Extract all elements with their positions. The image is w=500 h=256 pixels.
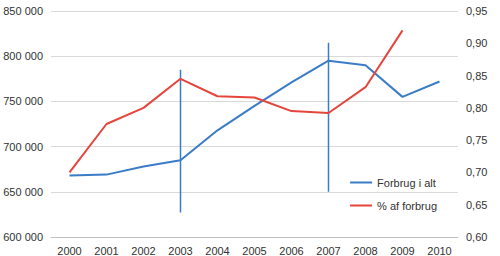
svg-text:0,90: 0,90 — [466, 37, 487, 49]
svg-text:600 000: 600 000 — [3, 231, 43, 243]
svg-text:2007: 2007 — [316, 245, 340, 256]
svg-text:0,60: 0,60 — [466, 231, 487, 243]
svg-text:Forbrug i alt: Forbrug i alt — [377, 177, 436, 189]
svg-text:% af forbrug: % af forbrug — [377, 200, 437, 212]
svg-text:2002: 2002 — [131, 245, 155, 256]
svg-text:750 000: 750 000 — [3, 95, 43, 107]
svg-text:0,70: 0,70 — [466, 166, 487, 178]
svg-text:2005: 2005 — [242, 245, 266, 256]
svg-text:800 000: 800 000 — [3, 50, 43, 62]
svg-text:0,80: 0,80 — [466, 102, 487, 114]
svg-text:2010: 2010 — [427, 245, 451, 256]
svg-text:650 000: 650 000 — [3, 186, 43, 198]
svg-text:2003: 2003 — [168, 245, 192, 256]
svg-text:2000: 2000 — [57, 245, 81, 256]
svg-text:2008: 2008 — [353, 245, 377, 256]
svg-text:0,85: 0,85 — [466, 70, 487, 82]
svg-text:0,65: 0,65 — [466, 199, 487, 211]
svg-text:2001: 2001 — [94, 245, 118, 256]
svg-text:2009: 2009 — [390, 245, 414, 256]
svg-text:0,95: 0,95 — [466, 5, 487, 17]
svg-text:2006: 2006 — [279, 245, 303, 256]
svg-text:850 000: 850 000 — [3, 5, 43, 17]
svg-text:0,75: 0,75 — [466, 134, 487, 146]
svg-text:2004: 2004 — [205, 245, 229, 256]
svg-text:700 000: 700 000 — [3, 141, 43, 153]
